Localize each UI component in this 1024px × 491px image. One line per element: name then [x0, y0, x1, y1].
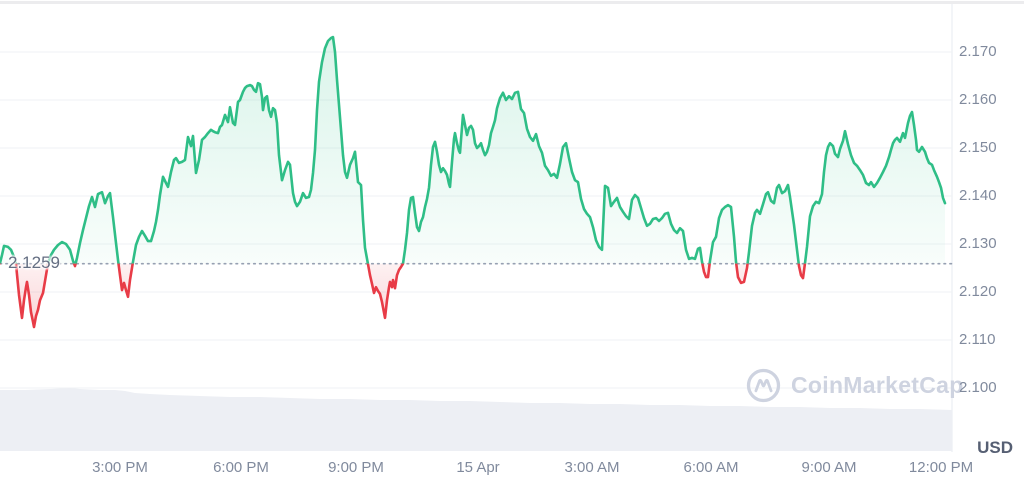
coinmarketcap-logo-icon: [746, 368, 781, 403]
watermark-text: CoinMarketCap: [791, 372, 964, 398]
currency-unit-label: USD: [977, 438, 1013, 457]
top-divider: [0, 1, 1024, 4]
baseline-price-label: 2.1259: [8, 253, 60, 272]
coinmarketcap-watermark: CoinMarketCap: [745, 367, 964, 404]
